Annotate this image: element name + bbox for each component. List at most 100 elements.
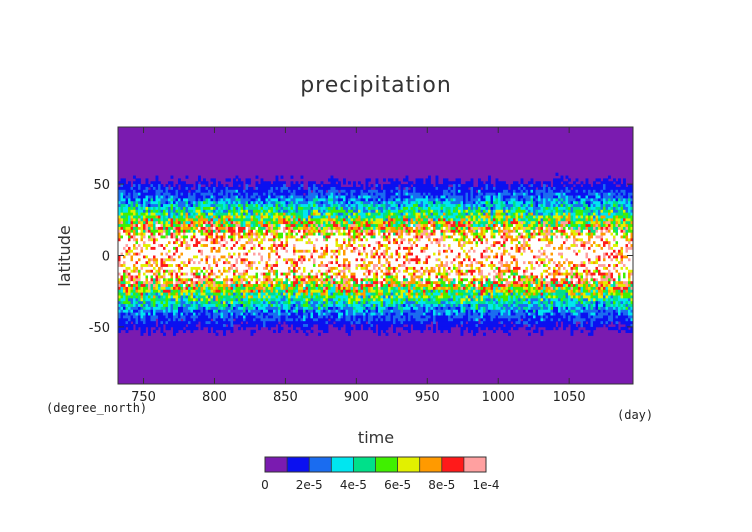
field-cell — [243, 301, 246, 305]
field-cell — [260, 255, 264, 259]
field-cell — [223, 212, 226, 216]
field-cell — [158, 212, 161, 216]
field-cell — [183, 249, 186, 254]
field-cell — [270, 281, 274, 285]
field-cell — [203, 301, 206, 305]
field-cell — [118, 289, 121, 294]
field-cell — [128, 301, 131, 305]
field-cell — [335, 204, 339, 208]
field-cell — [138, 321, 141, 325]
field-cell — [330, 266, 334, 271]
field-cell — [178, 318, 181, 322]
field-cell — [283, 241, 286, 245]
field-cell — [168, 304, 171, 308]
field-cell — [315, 266, 319, 271]
field-cell — [310, 289, 314, 294]
field-cell — [123, 235, 126, 239]
field-cell — [193, 224, 196, 228]
field-cell — [143, 266, 146, 271]
field-cell — [260, 249, 264, 254]
field-cell — [273, 306, 276, 311]
field-cell — [195, 184, 199, 188]
field-cell — [138, 269, 141, 274]
field-cell — [128, 212, 131, 216]
field-cell — [208, 275, 211, 279]
field-cell — [240, 252, 244, 256]
field-cell — [323, 244, 326, 248]
field-cell — [350, 275, 354, 279]
field-cell — [140, 255, 144, 259]
field-cell — [238, 281, 241, 285]
field-cell — [153, 266, 156, 271]
field-cell — [180, 195, 184, 199]
field-cell — [298, 212, 301, 216]
field-cell — [168, 324, 171, 328]
field-cell — [150, 201, 154, 205]
field-cell — [270, 289, 274, 294]
field-cell — [220, 309, 224, 314]
field-cell — [295, 215, 299, 219]
field-cell — [200, 324, 204, 328]
field-cell — [248, 255, 251, 259]
field-cell — [245, 281, 249, 285]
field-cell — [330, 198, 334, 202]
field-cell — [148, 212, 151, 216]
field-cell — [218, 241, 221, 245]
field-cell — [120, 246, 124, 251]
field-cell — [145, 315, 149, 319]
field-cell — [195, 272, 199, 276]
field-cell — [273, 292, 276, 296]
field-cell — [198, 178, 201, 182]
field-cell — [360, 304, 364, 308]
field-cell — [213, 229, 216, 234]
field-cell — [245, 315, 249, 319]
field-cell — [298, 318, 301, 322]
field-cell — [160, 206, 164, 211]
field-cell — [310, 261, 314, 265]
field-cell — [243, 252, 246, 256]
field-cell — [333, 212, 336, 216]
field-cell — [160, 212, 164, 216]
field-cell — [185, 321, 189, 325]
field-cell — [283, 278, 286, 282]
field-cell — [195, 281, 199, 285]
field-cell — [130, 295, 134, 299]
field-cell — [268, 315, 271, 319]
field-cell — [335, 235, 339, 239]
field-cell — [163, 204, 166, 208]
field-cell — [130, 324, 134, 328]
field-cell — [258, 266, 261, 271]
field-cell — [155, 209, 159, 214]
field-cell — [278, 244, 281, 248]
field-cell — [320, 206, 324, 211]
field-cell — [228, 318, 231, 322]
field-cell — [193, 209, 196, 214]
field-cell — [333, 246, 336, 251]
field-cell — [123, 238, 126, 242]
field-cell — [360, 212, 364, 216]
field-cell — [323, 304, 326, 308]
field-cell — [173, 258, 176, 262]
field-cell — [255, 252, 259, 256]
field-cell — [270, 321, 274, 325]
field-cell — [298, 189, 301, 194]
field-cell — [310, 306, 314, 311]
field-cell — [175, 224, 179, 228]
field-cell — [258, 275, 261, 279]
field-cell — [130, 189, 134, 194]
field-cell — [185, 326, 189, 331]
field-cell — [360, 249, 364, 254]
field-cell — [295, 318, 299, 322]
field-cell — [120, 284, 124, 288]
field-cell — [275, 206, 279, 211]
field-cell — [198, 295, 201, 299]
field-cell — [163, 252, 166, 256]
field-cell — [315, 249, 319, 254]
field-cell — [143, 301, 146, 305]
field-cell — [310, 246, 314, 251]
field-cell — [130, 195, 134, 199]
field-cell — [268, 201, 271, 205]
field-cell — [180, 204, 184, 208]
field-cell — [195, 246, 199, 251]
field-cell — [290, 181, 294, 185]
